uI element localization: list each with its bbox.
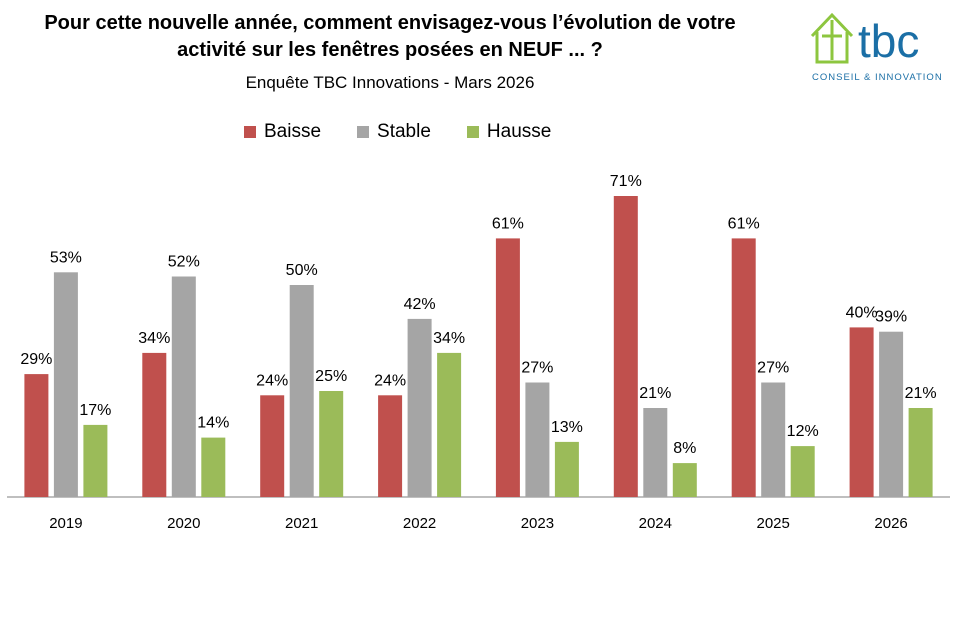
legend-label-stable: Stable [377, 121, 431, 142]
bar-baisse-2026 [849, 327, 874, 497]
legend-label-hausse: Hausse [486, 121, 552, 142]
category-label-2020: 2020 [167, 515, 200, 532]
bar-baisse-2020 [142, 352, 167, 497]
bar-hausse-2021 [319, 391, 344, 497]
data-label-hausse-2023: 13% [551, 419, 583, 436]
bar-baisse-2024 [613, 196, 638, 497]
bar-baisse-2025 [731, 238, 756, 497]
data-label-hausse-2020: 14% [197, 415, 229, 432]
bar-hausse-2025 [790, 446, 815, 497]
data-label-baisse-2026: 40% [846, 304, 878, 321]
bar-stable-2022 [407, 318, 432, 497]
chart-title: Pour cette nouvelle année, comment envis… [0, 10, 780, 64]
bar-stable-2025 [761, 382, 786, 497]
bar-hausse-2024 [672, 463, 697, 497]
bar-hausse-2022 [437, 352, 462, 497]
data-label-baisse-2024: 71% [610, 173, 642, 190]
data-label-baisse-2022: 24% [374, 372, 406, 389]
data-label-baisse-2019: 29% [20, 351, 52, 368]
category-label-2024: 2024 [639, 515, 672, 532]
legend-swatch-hausse [466, 126, 479, 138]
category-label-2019: 2019 [49, 515, 82, 532]
bar-hausse-2020 [201, 437, 226, 497]
legend-label-baisse: Baisse [264, 121, 322, 142]
bar-baisse-2019 [24, 374, 49, 497]
chart-subtitle: Enquête TBC Innovations - Mars 2026 [245, 73, 535, 92]
data-label-stable-2020: 52% [168, 254, 200, 271]
data-label-baisse-2023: 61% [492, 215, 524, 232]
legend-item-hausse: Hausse [466, 121, 552, 143]
data-label-stable-2026: 39% [875, 309, 907, 326]
category-label-2023: 2023 [521, 515, 554, 532]
data-label-hausse-2019: 17% [79, 402, 111, 419]
bar-stable-2019 [53, 272, 78, 497]
bar-stable-2024 [643, 408, 668, 497]
bar-hausse-2026 [908, 408, 933, 497]
data-label-baisse-2020: 34% [138, 330, 170, 347]
legend-item-stable: Stable [357, 121, 431, 143]
data-label-hausse-2021: 25% [315, 368, 347, 385]
data-label-stable-2021: 50% [286, 262, 318, 279]
category-label-2022: 2022 [403, 515, 436, 532]
data-label-stable-2024: 21% [639, 385, 671, 402]
data-label-stable-2023: 27% [521, 360, 553, 377]
category-label-2021: 2021 [285, 515, 318, 532]
legend-swatch-baisse [244, 126, 256, 138]
bar-baisse-2023 [495, 238, 520, 497]
logo-text: tbc [858, 15, 919, 67]
chart-legend: Baisse Stable Hausse [244, 121, 587, 143]
tbc-logo: tbc CONSEIL & INNOVATION [810, 12, 943, 82]
data-label-hausse-2026: 21% [905, 385, 937, 402]
bar-stable-2021 [289, 285, 314, 497]
logo-tagline: CONSEIL & INNOVATION [812, 72, 943, 82]
bar-stable-2023 [525, 382, 550, 497]
data-label-stable-2025: 27% [757, 360, 789, 377]
data-label-hausse-2024: 8% [673, 440, 696, 457]
bar-hausse-2019 [83, 424, 108, 497]
category-label-2025: 2025 [757, 515, 790, 532]
category-label-2026: 2026 [874, 515, 907, 532]
chart-title-line-1: Pour cette nouvelle année, comment envis… [44, 12, 736, 34]
bar-baisse-2022 [378, 395, 403, 497]
house-logo-icon [810, 12, 854, 64]
legend-item-baisse: Baisse [244, 121, 321, 143]
chart-title-line-2: activité sur les fenêtres posées en NEUF… [177, 39, 603, 61]
data-label-stable-2022: 42% [404, 296, 436, 313]
bars-group: 29% 53% 17% 2019 34% 52% 14% 2020 24% 50% 25% 2021 2… [20, 173, 936, 532]
bar-stable-2020 [171, 276, 196, 497]
data-label-hausse-2022: 34% [433, 330, 465, 347]
bar-hausse-2023 [554, 441, 579, 497]
legend-swatch-stable [357, 126, 370, 138]
data-label-hausse-2025: 12% [787, 423, 819, 440]
data-label-stable-2019: 53% [50, 249, 82, 266]
bar-baisse-2021 [260, 395, 285, 497]
bar-stable-2026 [879, 331, 904, 497]
data-label-baisse-2025: 61% [728, 215, 760, 232]
data-label-baisse-2021: 24% [256, 372, 288, 389]
